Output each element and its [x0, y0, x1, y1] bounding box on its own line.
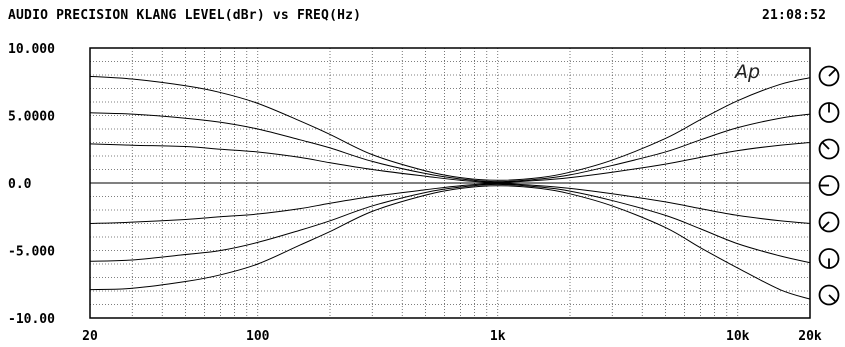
x-tick-label: 20 [82, 329, 98, 344]
ap-logo: Ap [733, 61, 760, 83]
grid [90, 48, 810, 318]
y-axis-ticks: 10.000 5.0000 0.0 -5.000 -10.00 [8, 42, 55, 327]
knob-icon [818, 175, 840, 196]
x-tick-label: 10k [726, 329, 750, 344]
series-curves [89, 75, 811, 300]
series-line-1 [89, 75, 811, 181]
knob-icon [818, 138, 840, 160]
x-tick-label: 100 [246, 329, 270, 344]
x-axis-ticks: 20 100 1k 10k 20k [82, 329, 822, 344]
y-tick-label: 0.0 [8, 177, 32, 192]
chart-title: AUDIO PRECISION KLANG LEVEL(dBr) vs FREQ… [8, 8, 362, 23]
knob-icons [818, 65, 840, 306]
x-tick-label: 1k [490, 329, 506, 344]
plot-frame [89, 47, 811, 319]
y-tick-label: -5.000 [8, 245, 55, 260]
y-tick-label: 10.000 [8, 42, 55, 57]
knob-icon [818, 284, 840, 306]
timestamp: 21:08:52 [762, 8, 827, 23]
knob-icon [818, 211, 840, 233]
x-tick-label: 20k [798, 329, 822, 344]
knob-icon [818, 65, 840, 87]
knob-icon [818, 248, 840, 269]
series-line-5 [89, 183, 811, 264]
y-tick-label: -10.00 [8, 312, 55, 327]
series-line-2 [89, 112, 811, 183]
series-line-6 [89, 185, 811, 300]
series-line-4 [89, 183, 811, 224]
y-tick-label: 5.0000 [8, 110, 55, 125]
knob-icon [818, 102, 840, 123]
series-line-3 [89, 142, 811, 183]
